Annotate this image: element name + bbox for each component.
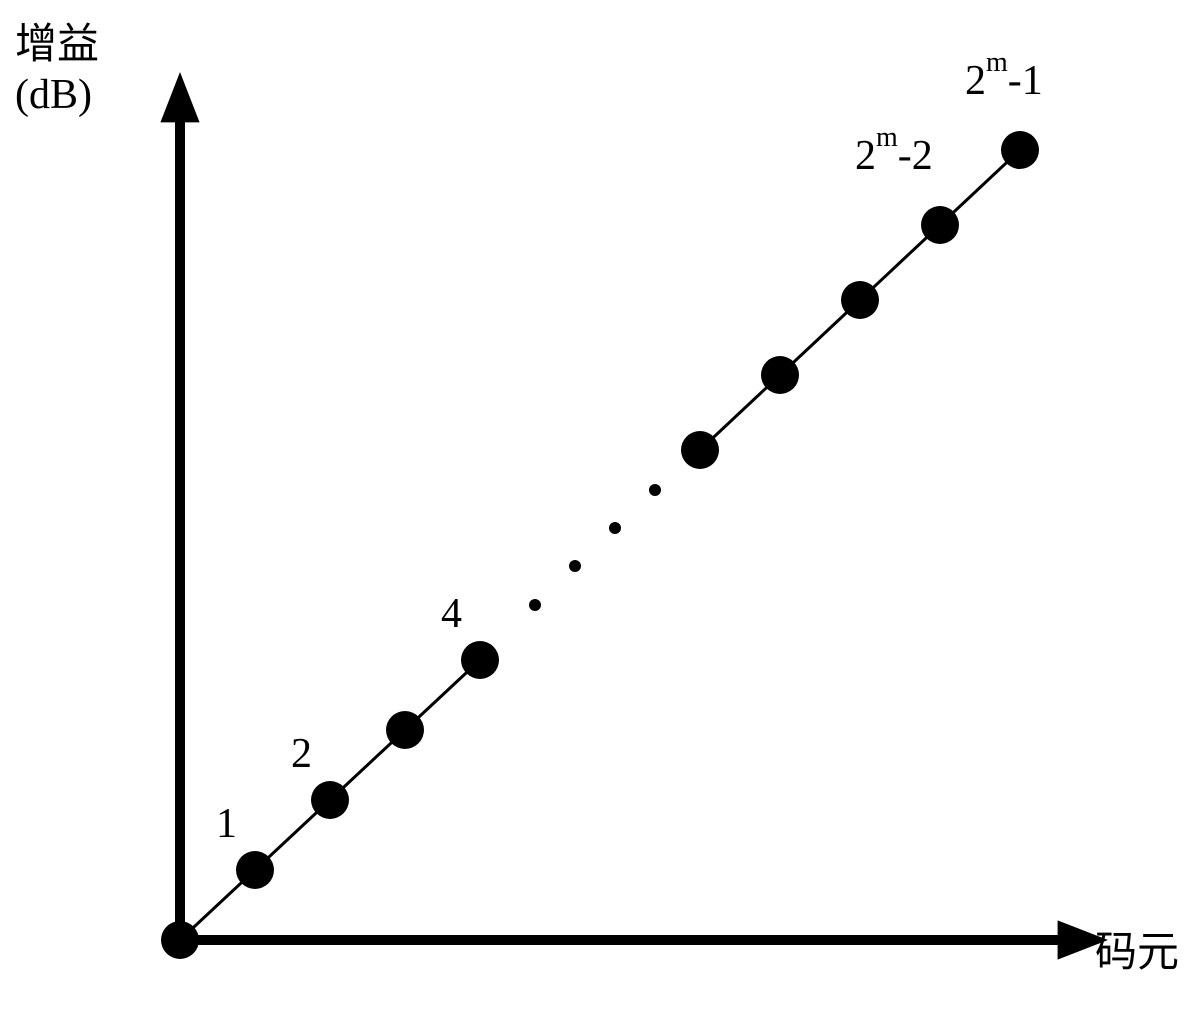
x-axis-label: 码元: [1095, 918, 1179, 979]
gain-vs-code-chart: 增益 (dB) 码元 1 2 4 2m-2 2m-1: [0, 0, 1186, 1006]
chart-svg: [0, 0, 1186, 1006]
y-axis-label-line1: 增益: [15, 10, 99, 71]
y-axis-label-line2: (dB): [15, 71, 99, 119]
point-label-1: 1: [216, 800, 237, 848]
y-axis-label: 增益 (dB): [15, 10, 99, 119]
point-label-4: 4: [441, 590, 462, 638]
point-label-8: 2m-2: [855, 130, 933, 180]
point-label-9: 2m-1: [965, 55, 1043, 105]
point-label-2: 2: [291, 730, 312, 778]
